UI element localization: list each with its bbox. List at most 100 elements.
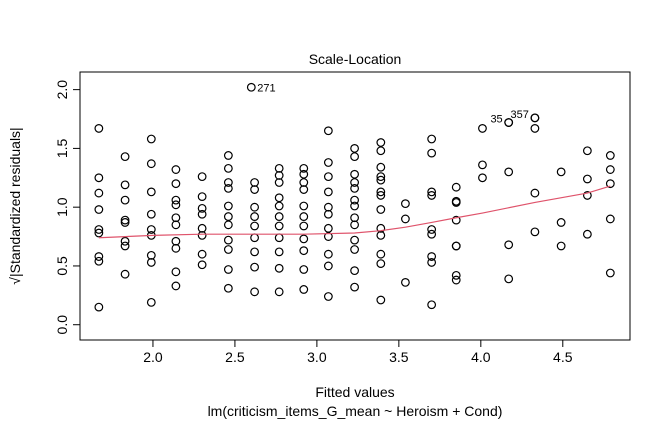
data-point [299, 246, 309, 256]
data-point [197, 260, 207, 270]
data-point [504, 167, 514, 177]
data-point [299, 201, 309, 211]
data-point [246, 82, 256, 92]
data-point [350, 144, 359, 153]
data-point [350, 195, 359, 205]
data-point [197, 203, 207, 213]
data-point [323, 249, 333, 259]
data-point [323, 261, 333, 271]
data-point [274, 233, 284, 243]
data-point [376, 175, 386, 185]
data-point [274, 247, 284, 257]
data-point [94, 205, 104, 214]
data-point [556, 167, 566, 177]
y-tick-label: 0.5 [54, 256, 70, 276]
data-point [274, 263, 284, 273]
data-point [250, 185, 259, 194]
data-point [530, 113, 540, 123]
data-point [223, 283, 233, 293]
data-point [171, 200, 181, 210]
data-point [250, 221, 259, 231]
data-point [274, 212, 284, 221]
data-point [427, 258, 437, 267]
data-point [323, 209, 333, 219]
data-point [530, 188, 540, 198]
data-point [350, 178, 359, 187]
data-point [376, 205, 386, 214]
data-point [274, 201, 284, 211]
data-point [427, 148, 437, 158]
data-point [427, 191, 437, 200]
data-point [427, 187, 437, 197]
data-point [376, 259, 386, 268]
data-point [299, 265, 309, 274]
data-point [146, 225, 156, 234]
chart-title: Scale-Location [309, 51, 402, 67]
data-point [94, 124, 104, 133]
x-tick-label: 3.5 [389, 349, 409, 365]
x-tick-label: 2.5 [225, 349, 245, 365]
data-point [250, 202, 259, 212]
data-point [94, 188, 104, 198]
data-point [223, 183, 233, 193]
data-point [299, 212, 309, 221]
data-point [427, 252, 437, 261]
data-point [350, 235, 359, 245]
data-point [223, 201, 233, 211]
smoother-line-group [98, 185, 611, 239]
data-point [323, 158, 333, 167]
data-point [376, 138, 386, 147]
data-point [94, 225, 104, 234]
data-point [350, 282, 359, 292]
data-point [120, 152, 130, 162]
data-point [376, 146, 386, 156]
x-axis: 2.0 2.5 3.0 3.5 4.0 4.5 [143, 339, 573, 365]
point-labels: 271 35 357 [257, 82, 529, 125]
data-point [427, 134, 437, 144]
data-point [376, 172, 386, 182]
data-point [120, 218, 130, 227]
data-point [605, 179, 615, 189]
data-point [376, 187, 386, 197]
data-point [605, 165, 615, 174]
data-point [120, 180, 130, 190]
data-point [350, 266, 359, 276]
data-point [171, 195, 181, 205]
plot-frame [79, 71, 631, 341]
data-point [94, 256, 104, 266]
y-tick-label: 2.0 [54, 80, 70, 100]
data-point [451, 198, 461, 207]
data-point [120, 215, 130, 225]
data-point [427, 225, 437, 234]
data-point [223, 151, 233, 160]
data-point [323, 292, 333, 301]
data-point [376, 249, 386, 259]
data-point [171, 165, 181, 174]
x-axis-label: Fitted values [315, 384, 394, 400]
data-point [223, 178, 233, 187]
data-point [451, 215, 461, 225]
data-point [171, 243, 181, 253]
data-point [427, 229, 437, 239]
data-point [94, 228, 104, 238]
data-point [171, 281, 181, 291]
data-point [376, 191, 386, 200]
y-axis-label: √|Standardized residuals| [7, 127, 23, 284]
data-point [299, 234, 309, 244]
data-point [323, 223, 333, 233]
data-point [146, 297, 156, 307]
point-label: 35 [490, 114, 502, 126]
data-point [530, 124, 540, 133]
data-point [146, 134, 156, 144]
data-point [197, 230, 207, 240]
data-point [530, 227, 540, 237]
data-point [197, 249, 207, 259]
data-point [250, 287, 259, 297]
data-point [171, 267, 181, 277]
data-point [605, 214, 615, 224]
data-point [223, 265, 233, 274]
data-point [120, 236, 130, 246]
y-tick-label: 0.0 [54, 315, 70, 335]
data-point [197, 192, 207, 201]
